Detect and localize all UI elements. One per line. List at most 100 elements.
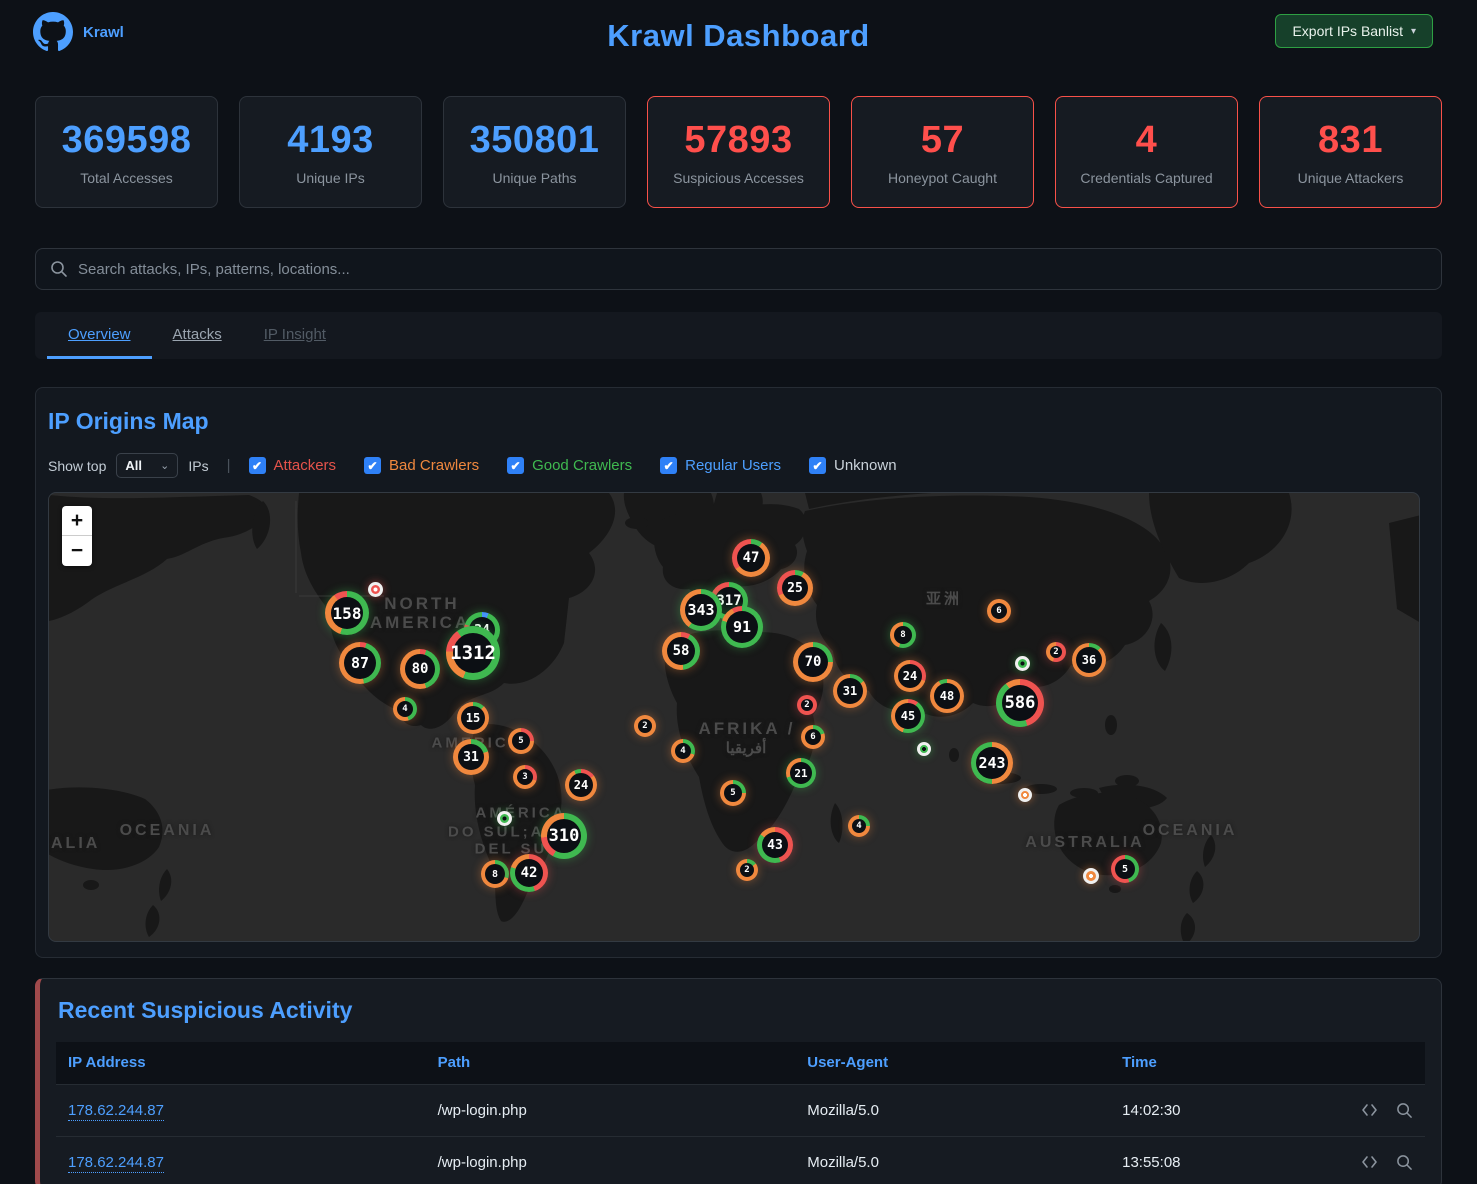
map-cluster-marker[interactable]: 80 [400, 649, 440, 689]
zoom-out-button[interactable]: − [62, 536, 92, 566]
filter-attackers[interactable]: ✔ Attackers [248, 457, 336, 474]
filter-label: Good Crawlers [532, 457, 633, 474]
map-cluster-marker[interactable]: 6 [801, 725, 825, 749]
map-dot-marker[interactable] [917, 742, 931, 756]
stat-label: Suspicious Accesses [673, 169, 804, 186]
tab-ip-insight[interactable]: IP Insight [263, 325, 326, 343]
map-cluster-marker[interactable]: 21 [786, 758, 816, 788]
top-bar: Krawl Krawl Dashboard Export IPs Banlist… [0, 0, 1477, 70]
map-cluster-marker[interactable]: 2 [1046, 642, 1066, 662]
map-cluster-marker[interactable]: 6 [987, 599, 1011, 623]
map-cluster-marker[interactable]: 1312 [446, 626, 500, 680]
code-icon[interactable] [1361, 1155, 1378, 1169]
map-cluster-marker[interactable]: 36 [1072, 643, 1106, 677]
marker-count: 24 [898, 664, 922, 688]
zoom-in-button[interactable]: + [62, 506, 92, 536]
search-input[interactable] [78, 260, 1427, 278]
map-region-label: NORTH [384, 594, 460, 613]
map-cluster-marker[interactable]: 2 [634, 715, 656, 737]
map-cluster-marker[interactable]: 4 [393, 697, 417, 721]
map-dot-marker[interactable] [1014, 655, 1030, 671]
map-cluster-marker[interactable]: 5 [508, 728, 534, 754]
map-section-title: IP Origins Map [48, 408, 209, 434]
map-cluster-marker[interactable]: 15 [457, 702, 489, 734]
marker-count: 4 [852, 819, 866, 833]
brand[interactable]: Krawl [33, 12, 124, 52]
filter-regular-users[interactable]: ✔ Regular Users [660, 457, 781, 474]
row-actions [1327, 1102, 1413, 1119]
ip-origins-map-section: IP Origins Map Show top All ⌄ IPs | ✔ At… [35, 387, 1442, 958]
map-cluster-marker[interactable]: 8 [890, 622, 916, 648]
map-cluster-marker[interactable]: 8 [481, 860, 509, 888]
checkbox-checked-icon[interactable]: ✔ [248, 457, 266, 474]
checkbox-checked-icon[interactable]: ✔ [809, 457, 826, 474]
checkbox-checked-icon[interactable]: ✔ [507, 457, 525, 474]
map-cluster-marker[interactable]: 5 [720, 780, 746, 806]
map-cluster-marker[interactable]: 586 [996, 679, 1044, 727]
map-cluster-marker[interactable]: 58 [662, 632, 700, 670]
export-ips-banlist-button[interactable]: Export IPs Banlist ▾ [1275, 14, 1433, 48]
caret-down-icon: ▾ [1410, 25, 1416, 37]
map-cluster-marker[interactable]: 25 [777, 570, 813, 606]
map-cluster-marker[interactable]: 42 [510, 854, 548, 892]
marker-count: 1312 [450, 633, 496, 673]
map-cluster-marker[interactable]: 48 [930, 679, 964, 713]
marker-count: 4 [675, 743, 691, 759]
map-cluster-marker[interactable]: 47 [732, 539, 770, 577]
tab-attacks[interactable]: Attacks [172, 325, 222, 343]
marker-count: 6 [991, 603, 1007, 619]
activity-table-row: 178.62.244.87 /wp-login.php Mozilla/5.0 … [56, 1083, 1425, 1136]
stat-value: 369598 [61, 118, 192, 161]
map-region-label: OCEANIA [1142, 822, 1238, 839]
search-row-icon[interactable] [1396, 1154, 1413, 1171]
map-cluster-marker[interactable]: 4 [671, 739, 695, 763]
search-icon [51, 261, 67, 277]
ip-address-link[interactable]: 178.62.244.87 [68, 1153, 164, 1173]
map-cluster-marker[interactable]: 91 [721, 606, 763, 648]
filter-unknown[interactable]: ✔ Unknown [809, 457, 897, 474]
map-cluster-marker[interactable]: 24 [565, 769, 597, 801]
map-cluster-marker[interactable]: 343 [680, 589, 722, 631]
map-cluster-marker[interactable]: 4 [848, 815, 870, 837]
map-dot-marker[interactable] [1018, 788, 1032, 802]
stat-label: Honeypot Caught [888, 169, 997, 186]
map-cluster-marker[interactable]: 45 [891, 699, 925, 733]
show-top-select[interactable]: All ⌄ [116, 453, 179, 478]
map-cluster-marker[interactable]: 5 [1111, 855, 1139, 883]
marker-count: 243 [976, 747, 1008, 779]
code-icon[interactable] [1361, 1103, 1378, 1117]
map-cluster-marker[interactable]: 24 [894, 660, 926, 692]
stat-card-suspicious-accesses: 57893 Suspicious Accesses [647, 96, 830, 208]
map-cluster-marker[interactable]: 158 [325, 591, 369, 635]
map-dot-marker[interactable] [1083, 868, 1099, 884]
map-cluster-marker[interactable]: 43 [757, 827, 793, 863]
map-cluster-marker[interactable]: 31 [453, 739, 489, 775]
checkbox-checked-icon[interactable]: ✔ [660, 457, 678, 474]
map-dot-marker[interactable] [367, 581, 383, 597]
map-region-label: AUSTRALIA [1025, 834, 1145, 851]
ip-address-link[interactable]: 178.62.244.87 [68, 1101, 164, 1121]
filter-bad-crawlers[interactable]: ✔ Bad Crawlers [364, 457, 479, 474]
stat-value: 57 [920, 118, 965, 161]
search-bar[interactable] [35, 248, 1442, 290]
map-cluster-marker[interactable]: 2 [797, 695, 817, 715]
map-dot-marker[interactable] [496, 810, 512, 826]
marker-count: 87 [344, 647, 376, 679]
map-cluster-marker[interactable]: 87 [339, 642, 381, 684]
search-row-icon[interactable] [1396, 1102, 1413, 1119]
map-cluster-marker[interactable]: 70 [793, 642, 833, 682]
tab-overview[interactable]: Overview [47, 312, 152, 359]
map-cluster-marker[interactable]: 2 [736, 859, 758, 881]
filter-good-crawlers[interactable]: ✔ Good Crawlers [507, 457, 632, 474]
page-title: Krawl Dashboard [607, 18, 870, 53]
marker-count: 36 [1076, 647, 1102, 673]
column-header-time: Time [1110, 1042, 1316, 1084]
map-cluster-marker[interactable]: 3 [513, 765, 537, 789]
map-cluster-marker[interactable]: 310 [541, 813, 587, 859]
marker-count: 48 [934, 683, 960, 709]
checkbox-checked-icon[interactable]: ✔ [364, 457, 382, 474]
map-cluster-marker[interactable]: 243 [971, 742, 1013, 784]
map-cluster-marker[interactable]: 31 [833, 674, 867, 708]
marker-count: 2 [801, 699, 813, 711]
